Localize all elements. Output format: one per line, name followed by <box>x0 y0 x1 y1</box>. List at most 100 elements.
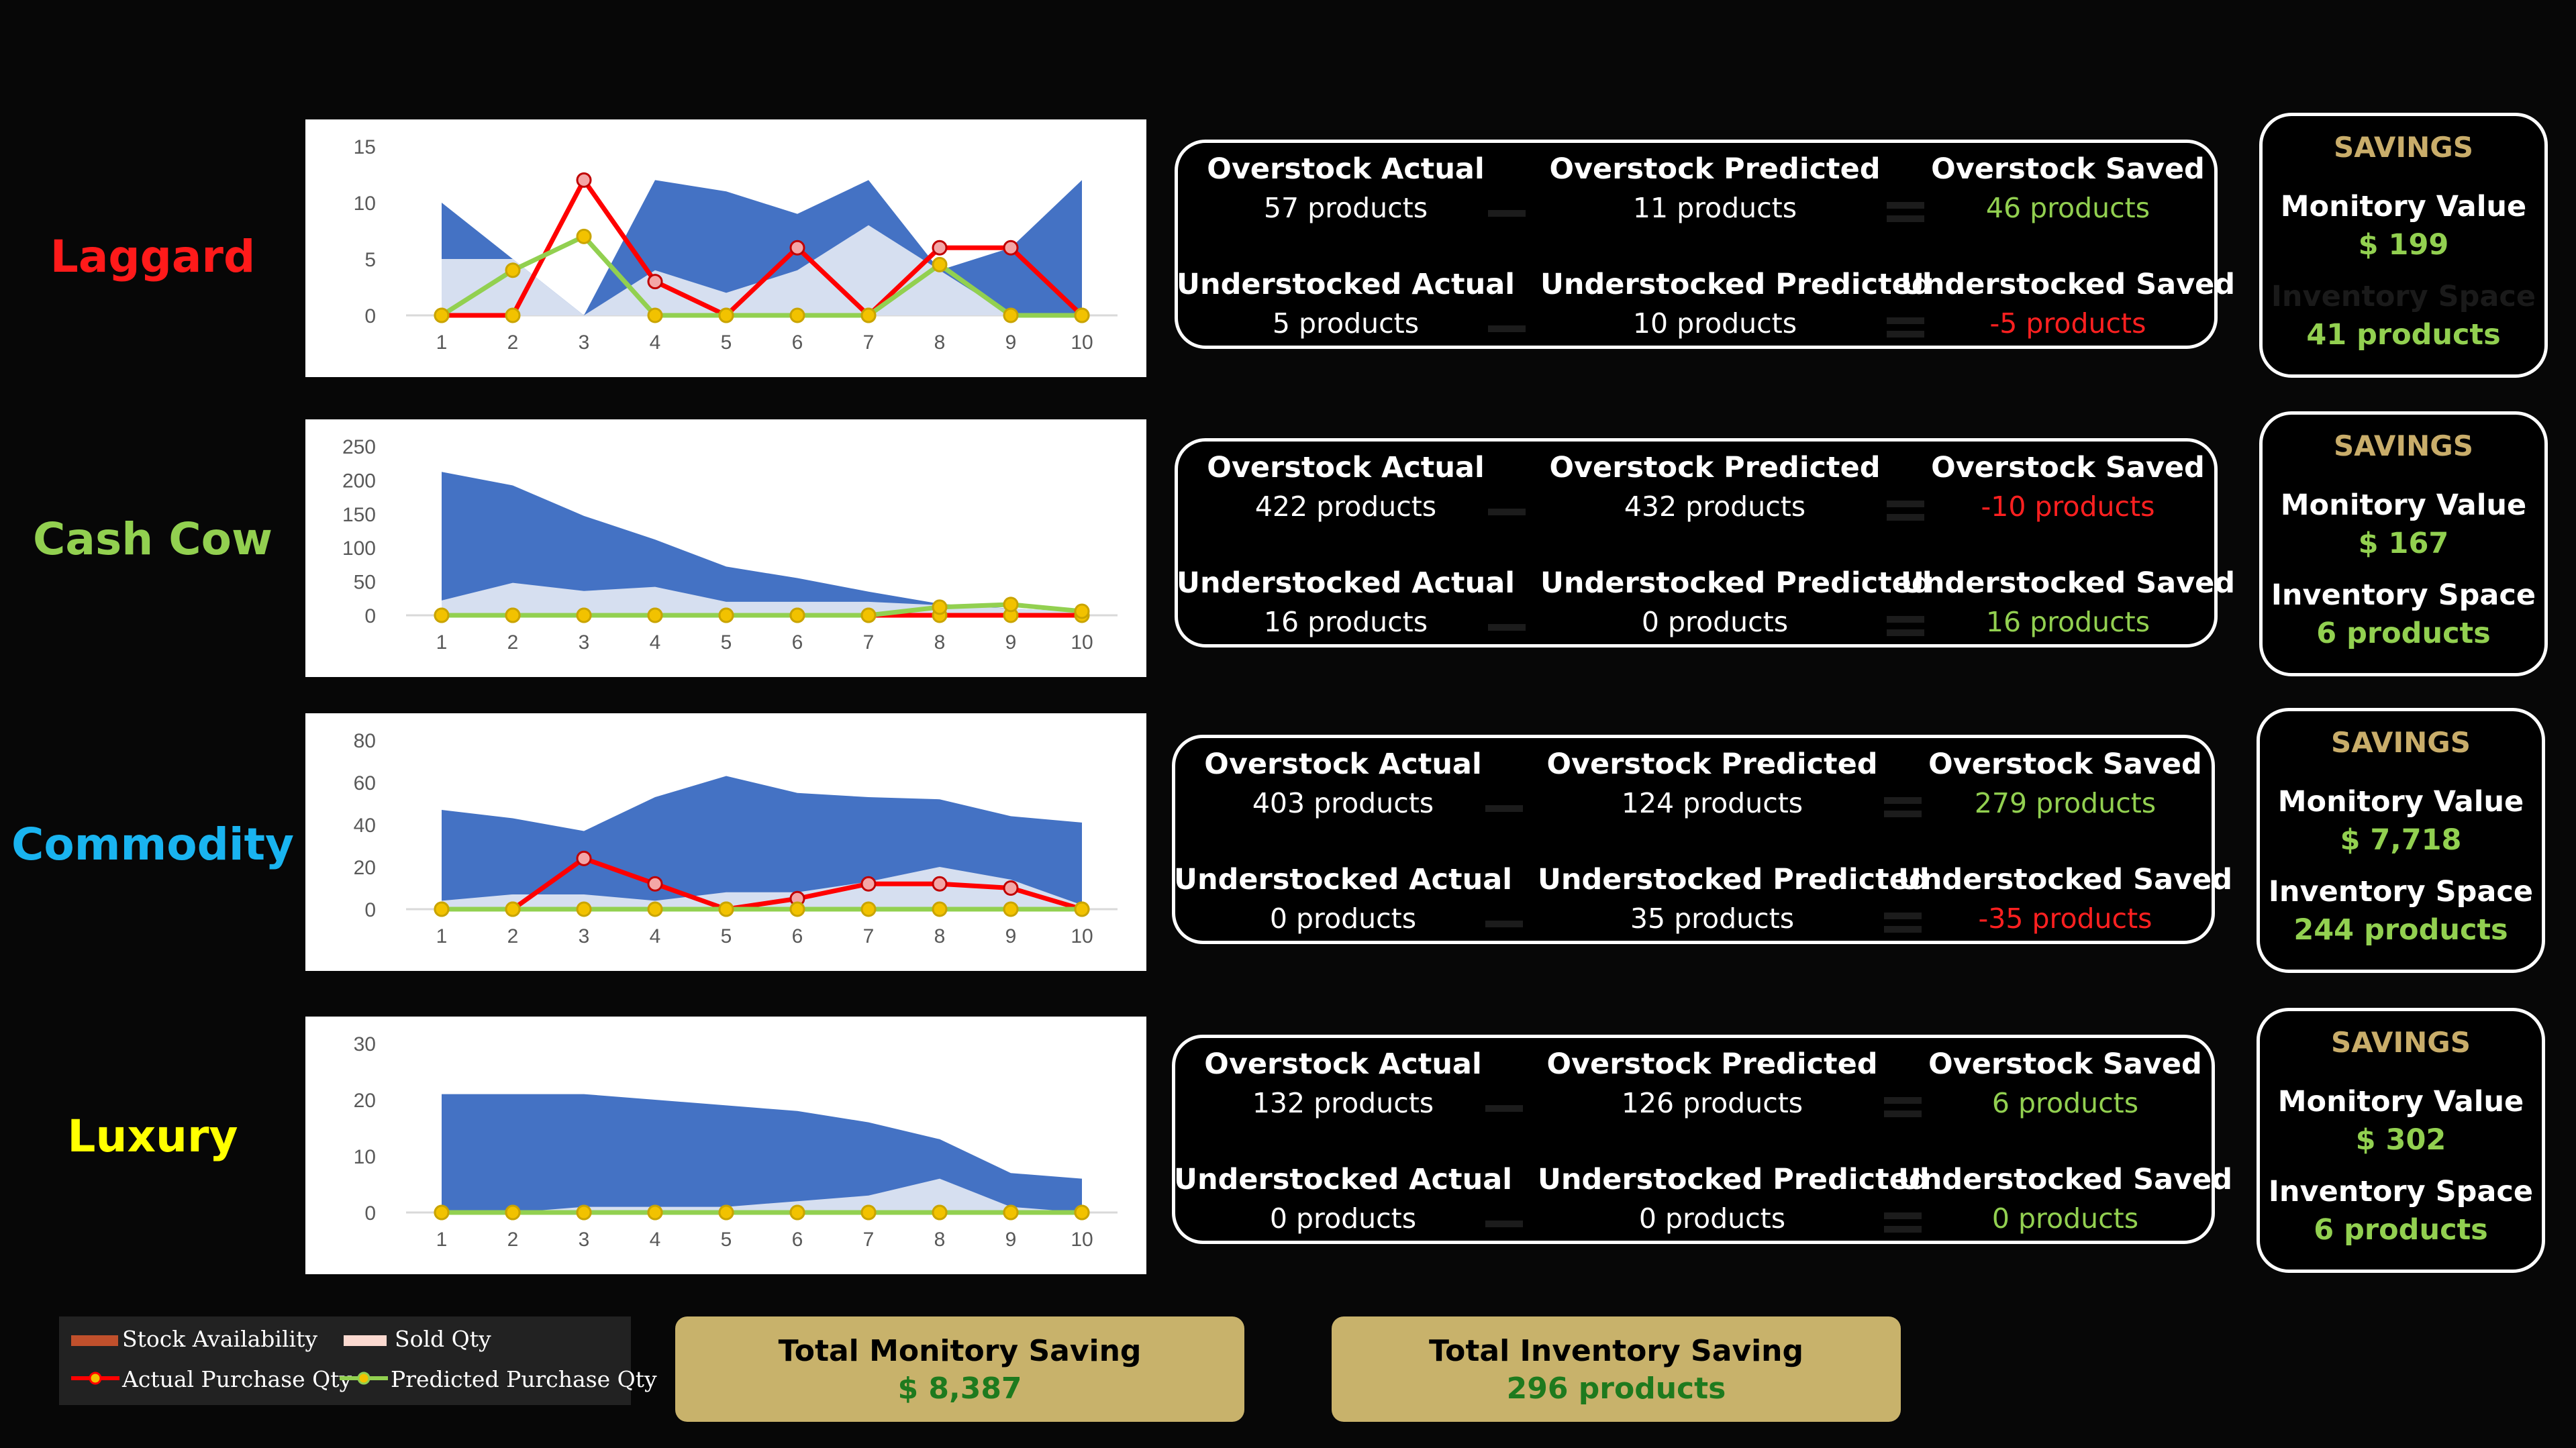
stats-box-laggard: Overstock Actual 57 products Overstock Pre… <box>1175 140 2235 349</box>
stat-understocked-saved: Understocked Saved -5 products <box>1893 265 2242 343</box>
monetary-value-label: Monitory Value <box>2277 785 2524 819</box>
x-tick-label: 4 <box>650 1229 661 1251</box>
x-tick-label: 3 <box>579 1229 590 1251</box>
area-sold-qty <box>442 225 1082 315</box>
stat-overstock-actual: Overstock Actual 57 products <box>1171 150 1520 227</box>
y-tick-label: 80 <box>354 730 376 752</box>
x-tick-label: 7 <box>863 1229 875 1251</box>
legend-swatch-sold <box>344 1335 387 1346</box>
stat-value: 0 products <box>1641 606 1789 638</box>
stat-value: -10 products <box>1981 490 2155 523</box>
minus-sign <box>1488 210 1526 217</box>
stat-understocked-saved: Understocked Saved 16 products <box>1893 564 2242 641</box>
x-tick-label: 6 <box>792 331 803 354</box>
monetary-value: $ 302 <box>2355 1123 2446 1157</box>
x-tick-label: 4 <box>650 631 661 654</box>
point-predicted-purchase-qty <box>647 1204 663 1221</box>
point-predicted-purchase-qty <box>434 1204 450 1221</box>
stat-label: Understocked Actual <box>1174 863 1512 896</box>
stat-overstock-saved: Overstock Saved 279 products <box>1891 745 2240 823</box>
total-monetary-saving: Total Monitory Saving $ 8,387 <box>675 1316 1244 1422</box>
savings-box-commodity: SAVINGS Monitory Value $ 7,718 Inventory Sp… <box>2257 708 2545 973</box>
equals-sign <box>1884 1212 1922 1233</box>
x-tick-label: 3 <box>579 631 590 654</box>
stat-label: Understocked Saved <box>1897 863 2233 896</box>
savings-box-luxury: SAVINGS Monitory Value $ 302 Inventory Spac… <box>2257 1008 2545 1273</box>
stats-box-luxury: Overstock Actual 132 products Overstock Pr… <box>1169 1035 2232 1244</box>
stat-label: Understocked Actual <box>1177 268 1515 301</box>
point-predicted-purchase-qty <box>932 901 948 917</box>
point-predicted-purchase-qty <box>932 1204 948 1221</box>
stat-label: Overstock Predicted <box>1546 1047 1878 1081</box>
chart-commodity: 0 20 40 60 80 1 2 3 4 5 6 7 8 9 10 <box>354 730 1118 947</box>
minus-sign <box>1485 921 1523 927</box>
stat-label: Overstock Actual <box>1207 451 1485 484</box>
minus-sign <box>1488 624 1526 631</box>
legend-label-actual: Actual Purchase Qty <box>122 1366 352 1392</box>
y-tick-label: 0 <box>364 305 376 327</box>
x-tick-label: 9 <box>1005 631 1017 654</box>
monetary-value: $ 7,718 <box>2340 823 2462 857</box>
point-predicted-purchase-qty <box>1074 603 1090 619</box>
stat-value: 124 products <box>1621 787 1803 819</box>
x-tick-label: 8 <box>934 331 946 354</box>
x-tick-label: 3 <box>579 925 590 947</box>
point-predicted-purchase-qty <box>576 607 592 623</box>
stat-value: 57 products <box>1263 192 1428 224</box>
x-tick-label: 9 <box>1005 331 1017 354</box>
x-tick-label: 7 <box>863 631 875 654</box>
point-actual-purchase-qty <box>1003 880 1019 896</box>
stat-overstock-predicted: Overstock Predicted 124 products <box>1538 745 1887 823</box>
monetary-value: $ 199 <box>2358 228 2449 262</box>
stat-understocked-predicted: Understocked Predicted 0 products <box>1538 1160 1930 1238</box>
stat-understocked-actual: Understocked Actual 5 products <box>1171 265 1520 343</box>
stat-value: -5 products <box>1989 307 2146 340</box>
point-actual-purchase-qty <box>860 876 877 892</box>
stat-label: Understocked Saved <box>1897 1163 2233 1196</box>
point-predicted-purchase-qty <box>789 901 805 917</box>
legend-label-sold: Sold Qty <box>395 1326 491 1352</box>
monetary-value-label: Monitory Value <box>2280 190 2527 223</box>
x-tick-label: 3 <box>579 331 590 354</box>
inventory-space-label: Inventory Space <box>2268 875 2534 909</box>
equals-sign <box>1887 501 1924 521</box>
y-tick-label: 30 <box>354 1033 376 1055</box>
y-tick-label: 10 <box>354 193 376 215</box>
minus-sign <box>1485 1105 1523 1112</box>
inventory-space-value: 6 products <box>2314 1213 2488 1247</box>
chart-cash-cow: 0 50 100 150 200 250 1 2 3 4 5 6 7 8 9 10 <box>342 436 1118 654</box>
stat-label: Understocked Actual <box>1177 566 1515 600</box>
stat-overstock-saved: Overstock Saved 46 products <box>1893 150 2242 227</box>
point-predicted-purchase-qty <box>576 1204 592 1221</box>
y-tick-label: 60 <box>354 772 376 794</box>
x-tick-label: 6 <box>792 925 803 947</box>
stat-label: Overstock Actual <box>1204 1047 1482 1081</box>
total-monetary-label: Total Monitory Saving <box>778 1334 1142 1368</box>
point-predicted-purchase-qty <box>505 901 521 917</box>
y-tick-label: 50 <box>354 572 376 594</box>
stat-label: Understocked Saved <box>1900 268 2236 301</box>
stat-overstock-predicted: Overstock Predicted 11 products <box>1540 150 1889 227</box>
stat-value: 279 products <box>1974 787 2157 819</box>
stat-label: Overstock Saved <box>1931 152 2205 186</box>
stats-box-commodity: Overstock Actual 403 products Overstock Pr… <box>1172 735 2232 944</box>
stat-value: 35 products <box>1630 902 1795 935</box>
point-predicted-purchase-qty <box>647 607 663 623</box>
x-tick-label: 5 <box>721 1229 732 1251</box>
y-tick-label: 150 <box>342 504 376 526</box>
point-actual-purchase-qty <box>647 876 663 892</box>
stat-label: Understocked Actual <box>1174 1163 1512 1196</box>
stat-value: 0 products <box>1991 1202 2139 1235</box>
stat-overstock-actual: Overstock Actual 132 products <box>1169 1045 1518 1123</box>
stat-label: Overstock Saved <box>1928 747 2202 781</box>
equals-sign <box>1887 616 1924 636</box>
x-tick-label: 10 <box>1071 331 1093 354</box>
point-predicted-purchase-qty <box>434 901 450 917</box>
x-tick-label: 1 <box>436 1229 448 1251</box>
savings-box-laggard: SAVINGS Monitory Value $ 199 Inventory Spac… <box>2259 113 2548 378</box>
y-tick-label: 0 <box>364 1202 376 1225</box>
stat-understocked-actual: Understocked Actual 16 products <box>1171 564 1520 641</box>
inventory-space-label: Inventory Space <box>2268 1175 2534 1208</box>
total-inventory-label: Total Inventory Saving <box>1429 1334 1803 1368</box>
inventory-space-label: Inventory Space <box>2271 280 2536 313</box>
